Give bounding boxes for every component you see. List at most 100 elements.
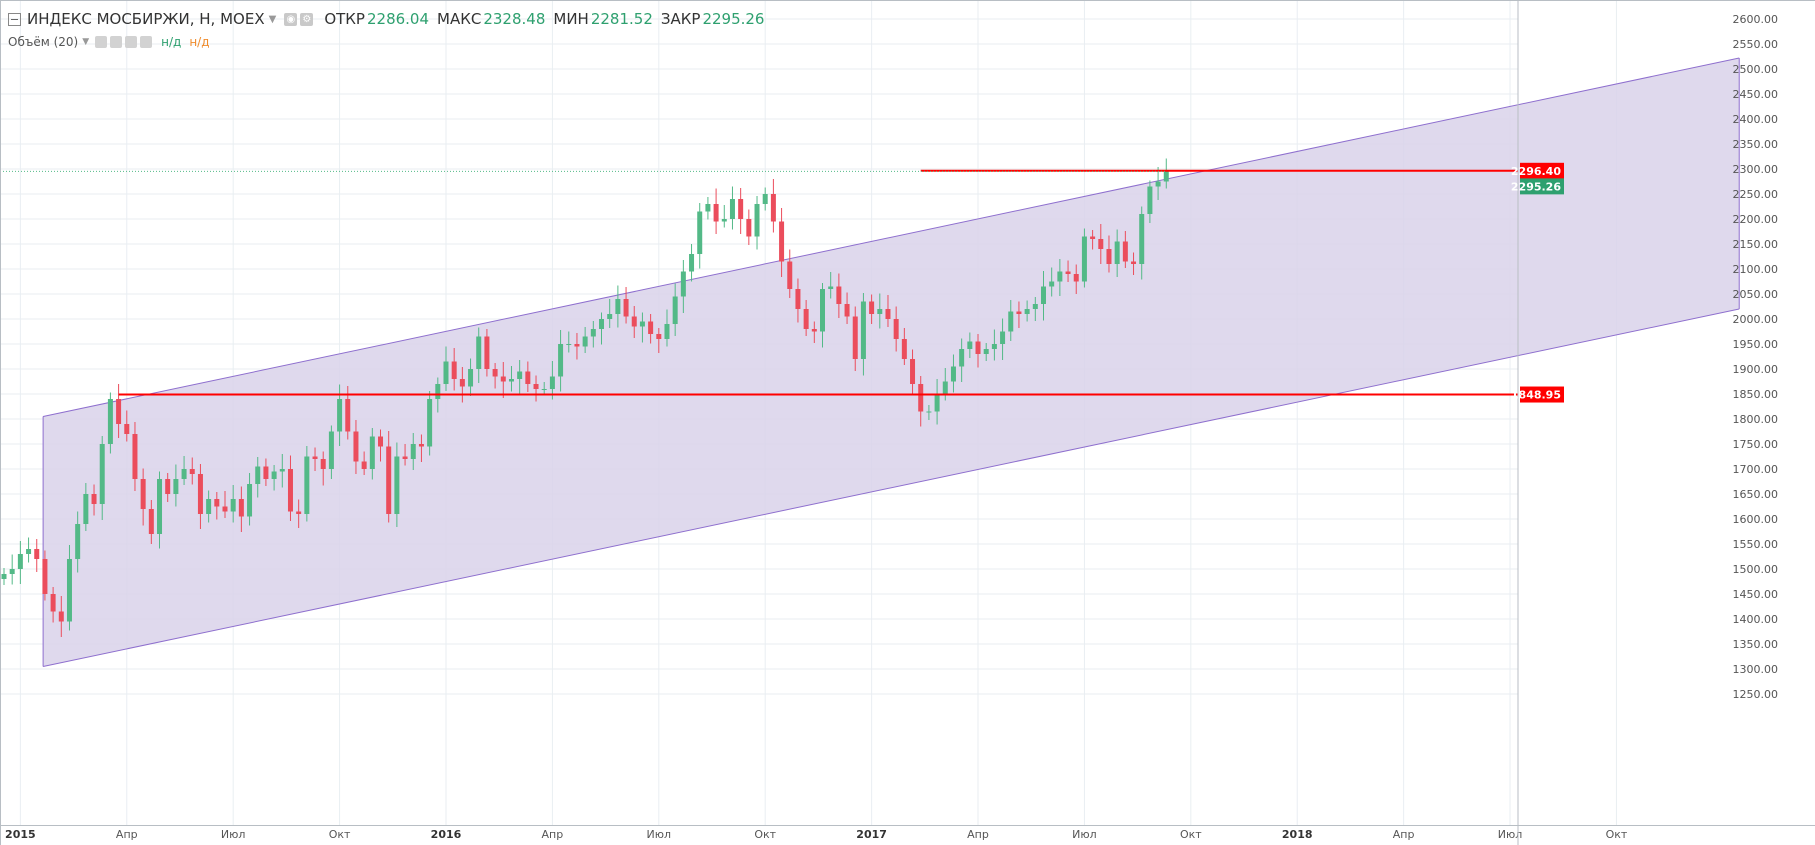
high-value: 2328.48 — [483, 10, 546, 28]
level-price-tag: 1848.95 — [1511, 389, 1561, 402]
candle-body — [1, 574, 7, 579]
y-tick-label: 1750.00 — [1733, 438, 1779, 451]
y-tick-label: 2250.00 — [1733, 188, 1779, 201]
candle-body — [820, 289, 825, 332]
y-tick-label: 1300.00 — [1733, 663, 1779, 676]
x-tick-label: Окт — [1606, 828, 1628, 841]
channel-fill[interactable] — [43, 58, 1740, 667]
y-tick-label: 2100.00 — [1733, 263, 1779, 276]
candle-body — [648, 321, 654, 334]
candle-body — [312, 456, 318, 459]
y-tick-label: 1550.00 — [1733, 538, 1779, 551]
volume-value: н/д — [161, 35, 182, 49]
candle-body — [320, 459, 326, 469]
candle-body — [378, 436, 384, 447]
last-price-tag: 2295.26 — [1511, 180, 1561, 193]
collapse-legend-icon[interactable] — [8, 12, 21, 26]
symbol-legend: ИНДЕКС МОСБИРЖИ, Н, MOEX ▼ ◉ ⚙ ОТКР 2286… — [8, 10, 764, 28]
candle-body — [1081, 236, 1087, 282]
x-tick-label: Окт — [754, 828, 776, 841]
candle-body — [132, 434, 138, 479]
x-tick-label: Апр — [542, 828, 564, 841]
candle-body — [492, 369, 498, 377]
candle-body — [991, 344, 997, 349]
candle-body — [942, 381, 948, 394]
candle-body — [1098, 239, 1104, 249]
channel-upper-line[interactable] — [43, 57, 1740, 417]
y-tick-label: 1650.00 — [1733, 488, 1779, 501]
low-value: 2281.52 — [590, 10, 653, 28]
x-tick-label: Июл — [647, 828, 672, 841]
level-price-tag-bg — [1520, 386, 1564, 403]
x-tick-label: 2015 — [5, 828, 36, 841]
y-tick-label: 2550.00 — [1733, 38, 1779, 51]
candle-body — [157, 479, 163, 534]
candle-body — [566, 344, 572, 345]
candle-body — [1122, 241, 1128, 262]
candle-body — [328, 431, 334, 469]
price-levels[interactable] — [0, 169, 1518, 396]
candle-body — [1008, 311, 1014, 332]
y-tick-label: 2150.00 — [1733, 238, 1779, 251]
candle-body — [983, 349, 989, 354]
candle-body — [222, 506, 228, 512]
settings-icon[interactable] — [110, 36, 123, 48]
price-channel[interactable] — [42, 57, 1740, 667]
candle-body — [459, 379, 465, 387]
volume-label[interactable]: Объём (20) — [8, 35, 79, 49]
candle-body — [910, 359, 916, 384]
y-tick-label: 1450.00 — [1733, 588, 1779, 601]
candle-body — [1016, 311, 1022, 314]
candle-body — [9, 569, 15, 574]
candle-body — [1032, 304, 1038, 309]
candle-body — [877, 309, 883, 314]
candle-body — [26, 549, 32, 554]
chevron-down-icon[interactable]: ▼ — [268, 13, 277, 25]
candle-body — [1057, 271, 1063, 282]
candle-body — [369, 436, 375, 469]
candle-body — [795, 289, 801, 309]
candle-body — [468, 369, 474, 387]
candle-body — [558, 344, 564, 377]
y-tick-label: 2500.00 — [1733, 63, 1779, 76]
settings-icon[interactable]: ⚙ — [300, 12, 314, 26]
eye-icon[interactable] — [95, 36, 108, 48]
candle-body — [238, 499, 244, 517]
symbol-title[interactable]: ИНДЕКС МОСБИРЖИ, Н, MOEX — [27, 10, 265, 28]
candle-body — [500, 376, 506, 382]
candle-body — [639, 321, 645, 327]
candle-body — [705, 204, 711, 212]
candle-body — [337, 399, 343, 432]
candle-body — [754, 204, 760, 237]
candle-body — [1155, 181, 1161, 187]
candle-body — [1106, 249, 1112, 264]
candle-body — [918, 384, 924, 412]
candle-body — [1065, 271, 1071, 274]
eye-icon[interactable]: ◉ — [284, 12, 298, 26]
candle-body — [967, 341, 973, 349]
channel-lower-line[interactable] — [43, 308, 1740, 667]
candle-body — [1139, 214, 1145, 264]
candle-body — [1000, 331, 1006, 344]
close-icon[interactable] — [140, 36, 153, 48]
candle-body — [869, 301, 875, 314]
y-tick-label: 1600.00 — [1733, 513, 1779, 526]
candle-body — [271, 471, 277, 479]
candle-body — [1114, 241, 1120, 264]
chevron-down-icon[interactable]: ▼ — [82, 37, 90, 47]
add-icon[interactable] — [125, 36, 138, 48]
candle-body — [34, 549, 40, 559]
candle-body — [656, 334, 662, 339]
candle-body — [959, 349, 965, 367]
candle-body — [525, 371, 531, 384]
candle-body — [1049, 281, 1055, 287]
candle-body — [165, 479, 171, 494]
candle-body — [1131, 261, 1137, 264]
candle-body — [664, 324, 670, 339]
candle-body — [582, 336, 588, 347]
candle-body — [181, 469, 187, 479]
candle-body — [107, 399, 113, 444]
candle-body — [746, 219, 752, 237]
